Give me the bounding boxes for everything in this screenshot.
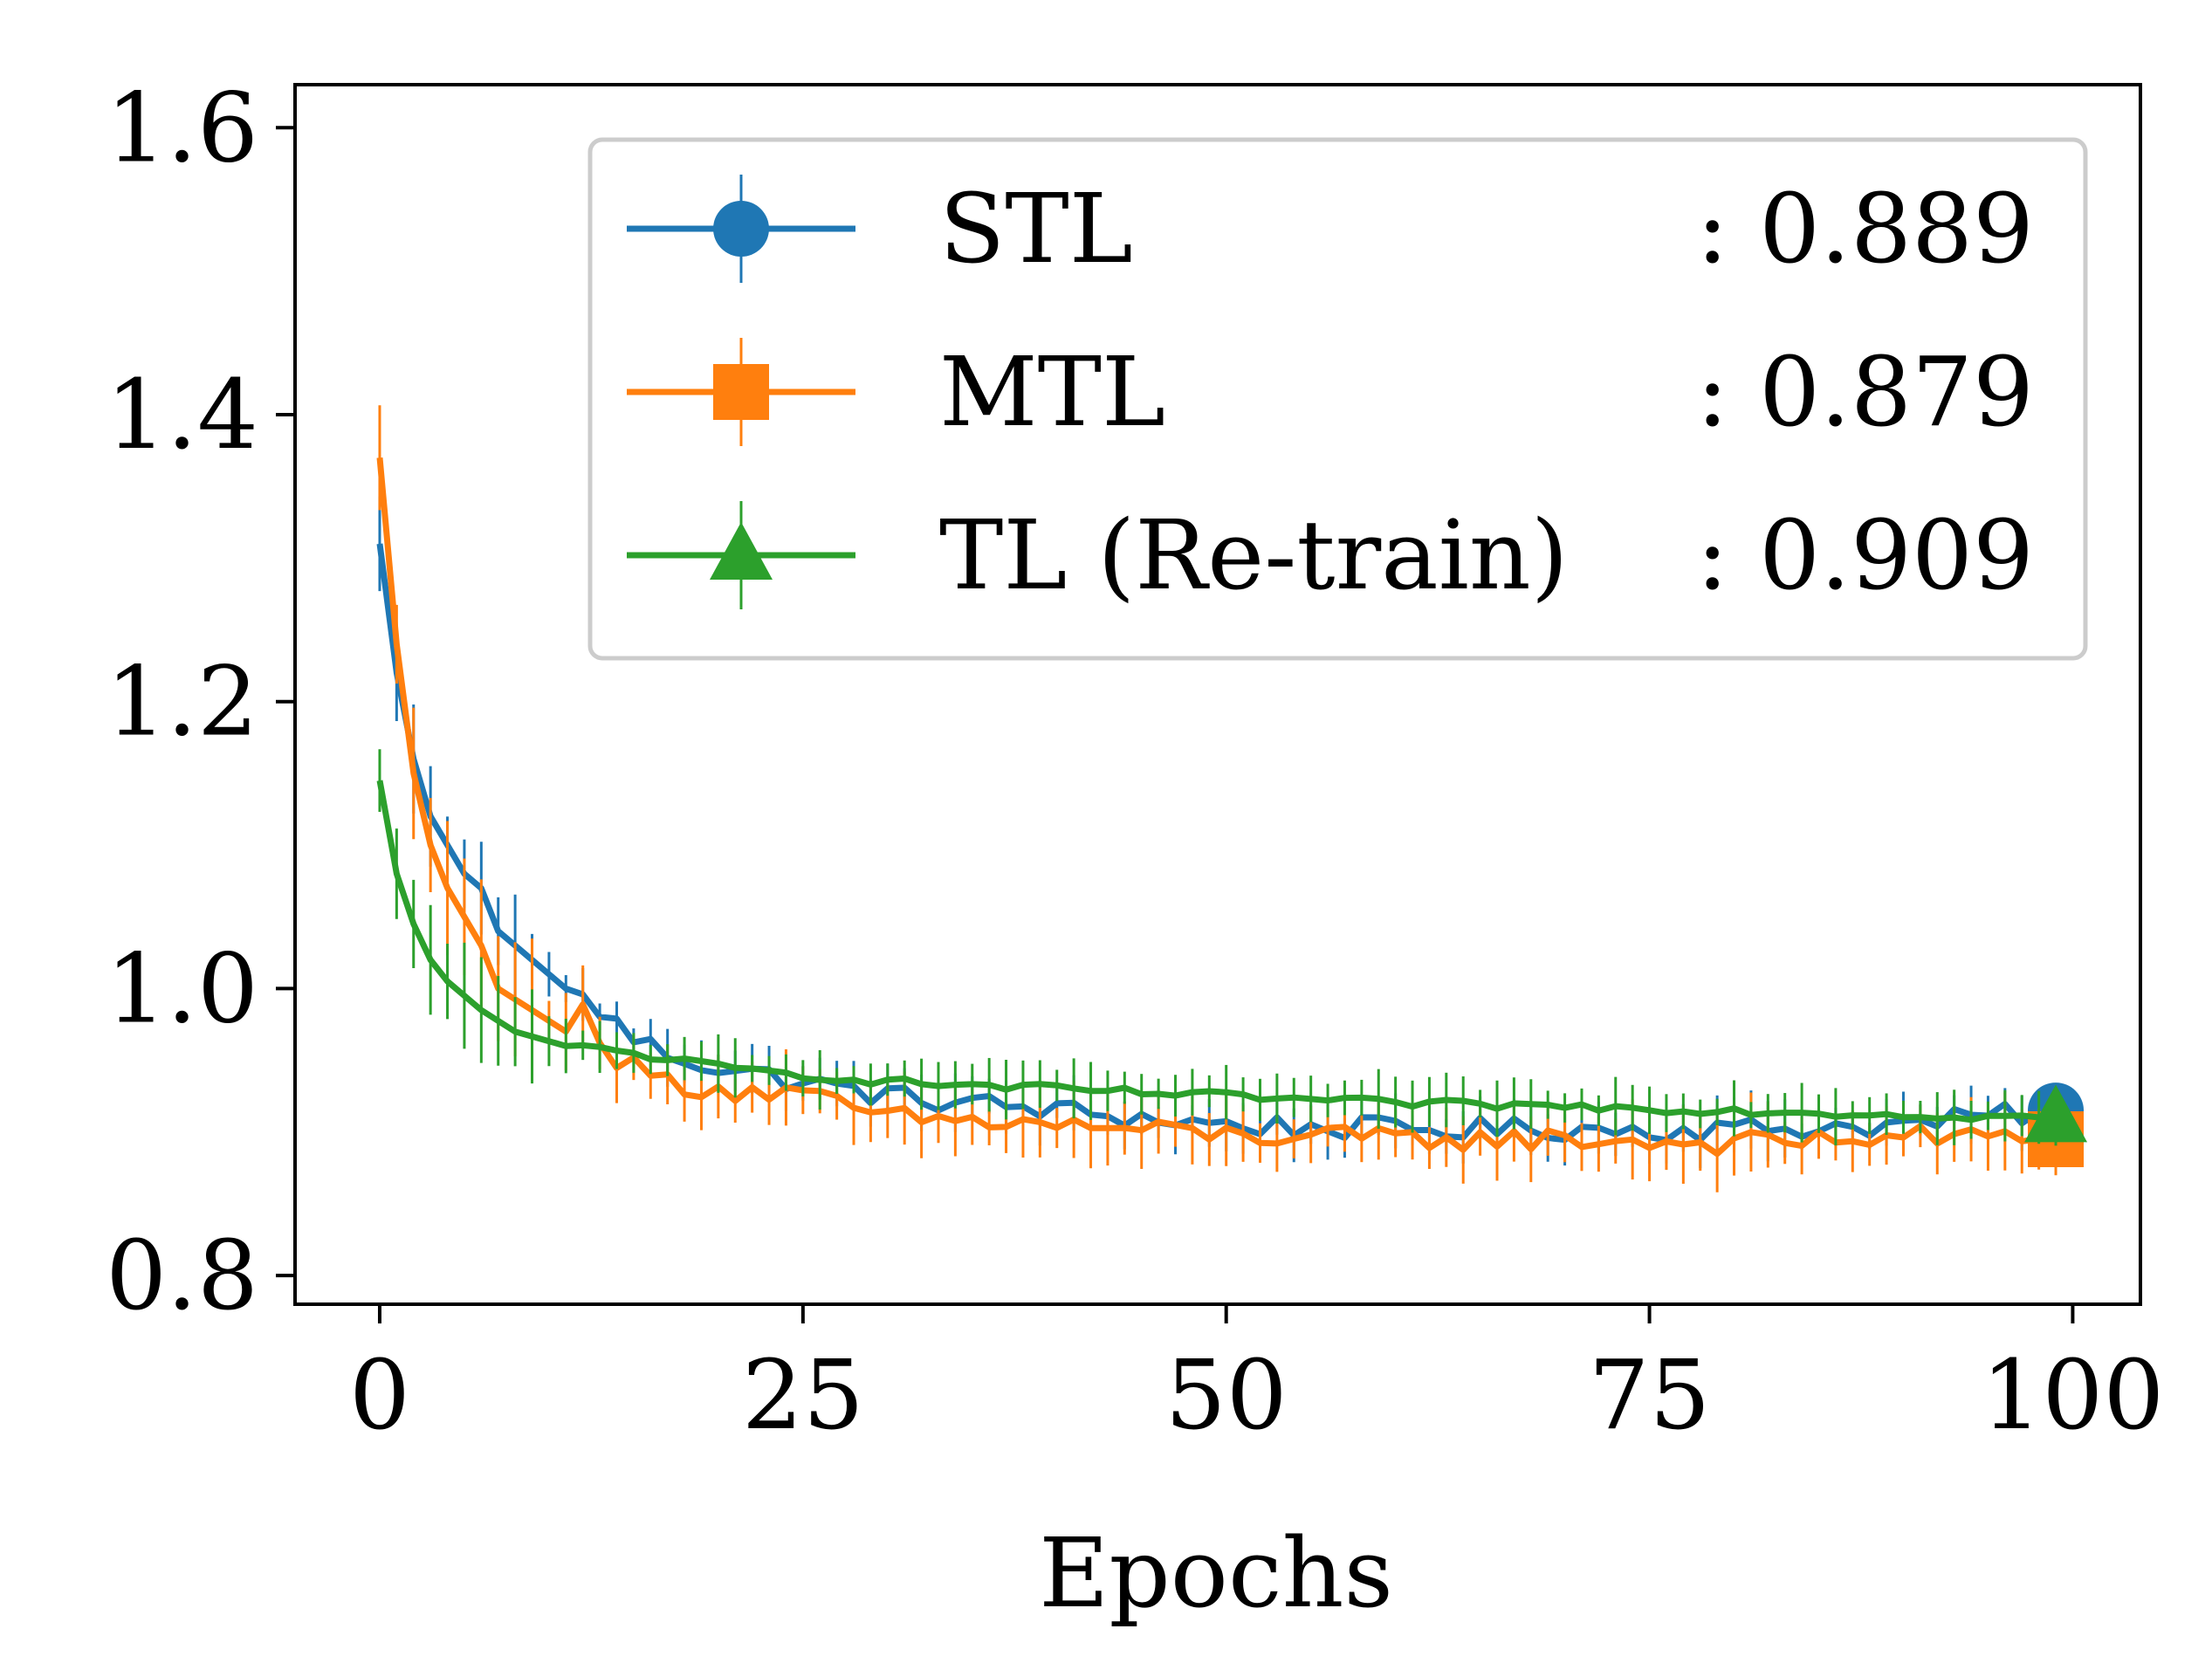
legend-marker xyxy=(713,364,769,420)
legend-value: : 0.909 xyxy=(1696,499,2034,611)
legend-entry-0: STL : 0.889 xyxy=(627,173,2034,285)
series-line xyxy=(376,457,2057,1158)
x-tick-label: 75 xyxy=(1589,1339,1711,1451)
y-tick-label: 1.2 xyxy=(106,646,258,758)
x-axis-label: Epochs xyxy=(1039,1517,1393,1629)
x-tick-label: 50 xyxy=(1165,1339,1288,1451)
y-tick-label: 1.6 xyxy=(106,72,258,183)
legend-entry-1: MTL : 0.879 xyxy=(627,336,2034,448)
y-tick-label: 1.0 xyxy=(106,932,258,1044)
legend-label: TL (Re-train) xyxy=(939,499,1569,611)
x-tick-label: 100 xyxy=(1981,1339,2164,1451)
series-layer xyxy=(376,405,2088,1192)
plot-frame xyxy=(293,83,2142,1306)
legend-marker xyxy=(713,201,769,257)
legend-value: : 0.889 xyxy=(1696,173,2034,285)
legend-entry-2: TL (Re-train) : 0.909 xyxy=(627,499,2034,611)
series-line xyxy=(376,543,2057,1144)
y-tick-label: 0.8 xyxy=(106,1220,258,1331)
legend-value: : 0.879 xyxy=(1696,336,2034,448)
legend-label: STL xyxy=(939,173,1133,285)
y-tick-label: 1.4 xyxy=(106,359,258,471)
legend: STL : 0.889 MTL : 0.879 TL (Re-train) : 0.909 xyxy=(587,137,2088,661)
series-2 xyxy=(376,749,2088,1146)
x-tick-label: 25 xyxy=(742,1339,864,1451)
series-end-marker xyxy=(2024,1084,2088,1143)
ticks-layer: 0 25 50 75 100 0.8 1.0 1.2 1.4 1.6 xyxy=(106,72,2164,1451)
legend-entries: STL : 0.889 MTL : 0.879 TL (Re-train) : 0.909 xyxy=(627,173,2034,611)
legend-label: MTL xyxy=(939,336,1165,448)
legend-marker xyxy=(710,522,773,580)
series-line xyxy=(376,780,2057,1124)
x-tick-label: 0 xyxy=(349,1339,410,1451)
legend-box xyxy=(587,137,2088,661)
